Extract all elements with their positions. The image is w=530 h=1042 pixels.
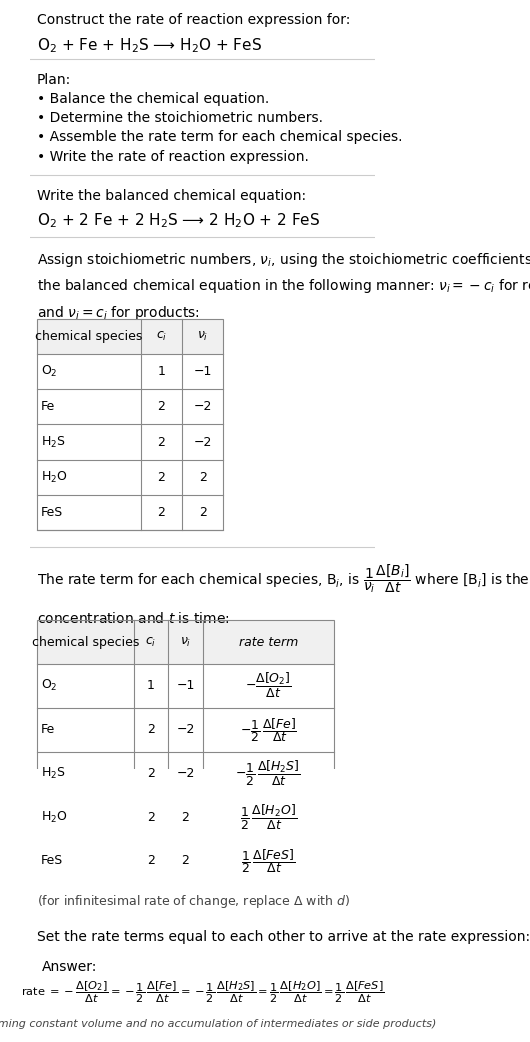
Text: Assign stoichiometric numbers, $\nu_i$, using the stoichiometric coefficients, $: Assign stoichiometric numbers, $\nu_i$, …: [37, 251, 530, 322]
Text: −2: −2: [176, 767, 195, 780]
Text: O$_2$: O$_2$: [41, 678, 58, 694]
Text: Fe: Fe: [41, 723, 56, 737]
Text: $\nu_i$: $\nu_i$: [180, 636, 191, 649]
Text: 1: 1: [157, 365, 165, 378]
Bar: [37, 319, 223, 530]
Text: 2: 2: [147, 723, 155, 737]
Text: $-\dfrac{\Delta[O_2]}{\Delta t}$: $-\dfrac{\Delta[O_2]}{\Delta t}$: [245, 671, 292, 700]
Text: H$_2$O: H$_2$O: [41, 470, 68, 485]
Text: $-\dfrac{1}{2}\,\dfrac{\Delta[H_2S]}{\Delta t}$: $-\dfrac{1}{2}\,\dfrac{\Delta[H_2S]}{\De…: [235, 759, 301, 788]
Text: $c_i$: $c_i$: [145, 636, 156, 649]
Text: 2: 2: [181, 854, 189, 868]
Text: −2: −2: [193, 436, 212, 449]
Text: Answer:: Answer:: [42, 961, 98, 974]
Text: chemical species: chemical species: [35, 329, 143, 343]
Text: $\dfrac{1}{2}\,\dfrac{\Delta[FeS]}{\Delta t}$: $\dfrac{1}{2}\,\dfrac{\Delta[FeS]}{\Delt…: [241, 847, 295, 875]
Text: The rate term for each chemical species, B$_i$, is $\dfrac{1}{\nu_i}\dfrac{\Delt: The rate term for each chemical species,…: [37, 563, 530, 626]
Text: FeS: FeS: [41, 854, 64, 868]
Bar: [37, 319, 223, 354]
Text: • Write the rate of reaction expression.: • Write the rate of reaction expression.: [37, 150, 309, 164]
Text: 2: 2: [157, 471, 165, 483]
Text: 2: 2: [157, 506, 165, 519]
Text: • Balance the chemical equation.: • Balance the chemical equation.: [37, 92, 269, 106]
Text: Fe: Fe: [41, 400, 56, 414]
Text: $\nu_i$: $\nu_i$: [197, 329, 208, 343]
Text: H$_2$S: H$_2$S: [41, 766, 66, 782]
Text: rate term: rate term: [238, 636, 298, 649]
Text: 2: 2: [157, 400, 165, 414]
FancyBboxPatch shape: [31, 946, 371, 1042]
Text: −2: −2: [176, 723, 195, 737]
Text: (for infinitesimal rate of change, replace Δ with $d$): (for infinitesimal rate of change, repla…: [37, 893, 350, 910]
Text: rate $= -\dfrac{\Delta[O_2]}{\Delta t} = -\dfrac{1}{2}\,\dfrac{\Delta[Fe]}{\Delt: rate $= -\dfrac{\Delta[O_2]}{\Delta t} =…: [21, 979, 384, 1006]
Text: • Assemble the rate term for each chemical species.: • Assemble the rate term for each chemic…: [37, 130, 403, 145]
Bar: [37, 620, 334, 664]
Text: −1: −1: [176, 679, 195, 693]
Text: 2: 2: [147, 767, 155, 780]
Text: 2: 2: [147, 854, 155, 868]
Bar: [37, 620, 334, 883]
Text: $\dfrac{1}{2}\,\dfrac{\Delta[H_2O]}{\Delta t}$: $\dfrac{1}{2}\,\dfrac{\Delta[H_2O]}{\Del…: [240, 802, 297, 832]
Text: Construct the rate of reaction expression for:: Construct the rate of reaction expressio…: [37, 13, 350, 27]
Text: Set the rate terms equal to each other to arrive at the rate expression:: Set the rate terms equal to each other t…: [37, 929, 530, 944]
Text: H$_2$O: H$_2$O: [41, 810, 68, 825]
Text: chemical species: chemical species: [32, 636, 139, 649]
Text: Plan:: Plan:: [37, 73, 72, 86]
Text: O$_2$ + Fe + H$_2$S ⟶ H$_2$O + FeS: O$_2$ + Fe + H$_2$S ⟶ H$_2$O + FeS: [37, 35, 262, 54]
Text: H$_2$S: H$_2$S: [41, 435, 66, 450]
Text: $-\dfrac{1}{2}\,\dfrac{\Delta[Fe]}{\Delta t}$: $-\dfrac{1}{2}\,\dfrac{\Delta[Fe]}{\Delt…: [240, 716, 297, 744]
Text: 1: 1: [147, 679, 155, 693]
Text: 2: 2: [147, 811, 155, 824]
Text: • Determine the stoichiometric numbers.: • Determine the stoichiometric numbers.: [37, 111, 323, 125]
Text: $c_i$: $c_i$: [156, 329, 167, 343]
Text: O$_2$: O$_2$: [41, 364, 58, 379]
Text: 2: 2: [157, 436, 165, 449]
Text: Write the balanced chemical equation:: Write the balanced chemical equation:: [37, 189, 306, 203]
Text: −2: −2: [193, 400, 212, 414]
Text: 2: 2: [199, 471, 207, 483]
Text: 2: 2: [181, 811, 189, 824]
Text: FeS: FeS: [41, 506, 64, 519]
Text: O$_2$ + 2 Fe + 2 H$_2$S ⟶ 2 H$_2$O + 2 FeS: O$_2$ + 2 Fe + 2 H$_2$S ⟶ 2 H$_2$O + 2 F…: [37, 212, 320, 230]
Text: 2: 2: [199, 506, 207, 519]
Text: −1: −1: [193, 365, 212, 378]
Text: (assuming constant volume and no accumulation of intermediates or side products): (assuming constant volume and no accumul…: [0, 1019, 437, 1029]
